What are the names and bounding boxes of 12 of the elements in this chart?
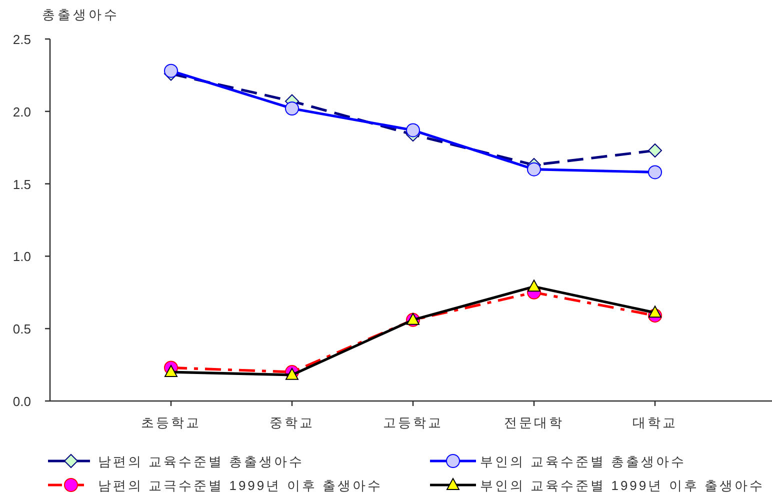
y-axis-title: 총출생아수 xyxy=(42,7,120,22)
x-tick-label: 중학교 xyxy=(270,415,314,430)
y-tick-label: 1.0 xyxy=(12,249,31,264)
y-tick-label: 1.5 xyxy=(12,176,31,192)
y-tick-label: 0.0 xyxy=(12,394,31,409)
y-tick-label: 0.5 xyxy=(12,322,31,337)
x-tick-label: 고등학교 xyxy=(383,415,443,430)
y-tick-label: 2.5 xyxy=(12,32,31,47)
x-tick-label: 대학교 xyxy=(632,415,678,430)
x-tick-label: 전문대학 xyxy=(504,415,564,430)
y-tick-label: 2.0 xyxy=(12,104,31,120)
x-tick-label: 초등학교 xyxy=(141,415,201,430)
